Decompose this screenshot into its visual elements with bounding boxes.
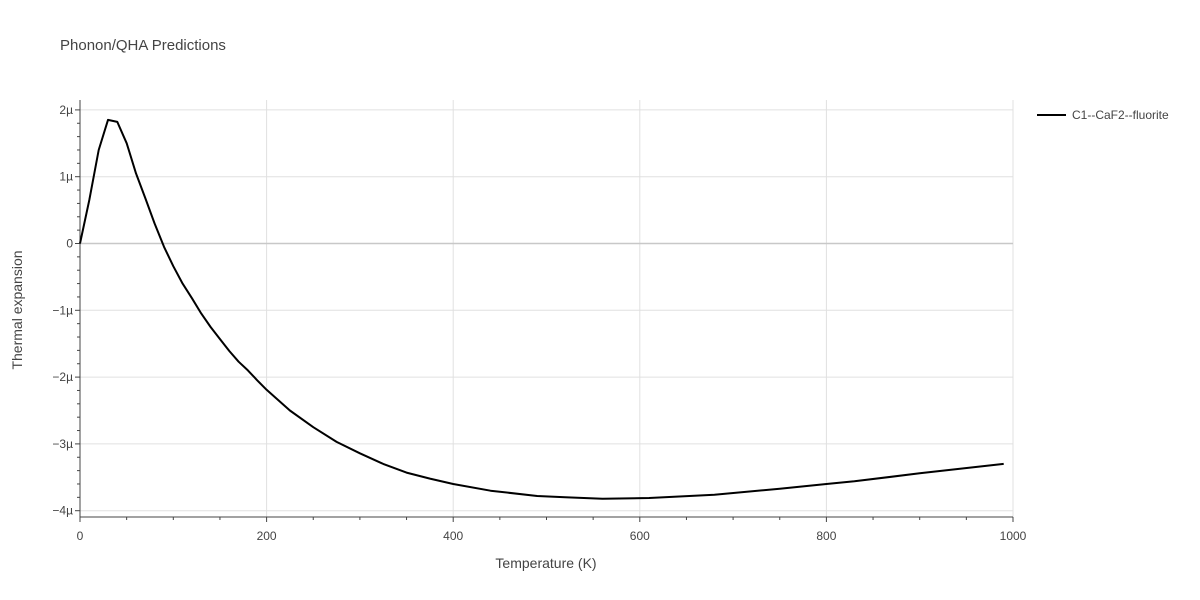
gridlines	[80, 100, 1014, 517]
y-tick-label: 0	[66, 237, 73, 251]
chart-title: Phonon/QHA Predictions	[60, 37, 226, 54]
y-tick-label: −3µ	[52, 437, 73, 451]
series-layer	[79, 118, 1004, 500]
legend[interactable]: C1--CaF2--fluorite	[1037, 108, 1169, 122]
x-tick-label: 200	[257, 529, 277, 543]
y-tick-label: 1µ	[59, 170, 73, 184]
x-tick-labels: 0 200 400 600 800 1000	[77, 529, 1027, 543]
y-tick-label: 2µ	[59, 103, 73, 117]
x-axis-title: Temperature (K)	[495, 555, 596, 571]
y-tick-label: −4µ	[52, 504, 73, 518]
x-tick-label: 400	[443, 529, 463, 543]
x-tick-label: 800	[816, 529, 836, 543]
x-tick-label: 600	[630, 529, 650, 543]
x-tick-label: 1000	[1000, 529, 1027, 543]
legend-label: C1--CaF2--fluorite	[1072, 108, 1169, 122]
y-tick-labels: −4µ −3µ −2µ −1µ 0 1µ 2µ	[52, 103, 73, 518]
y-tick-label: −2µ	[52, 370, 73, 384]
axes	[75, 100, 1014, 522]
y-tick-label: −1µ	[52, 303, 73, 317]
x-tick-label: 0	[77, 529, 84, 543]
y-axis-title: Thermal expansion	[9, 250, 25, 369]
series-line	[79, 118, 1004, 500]
